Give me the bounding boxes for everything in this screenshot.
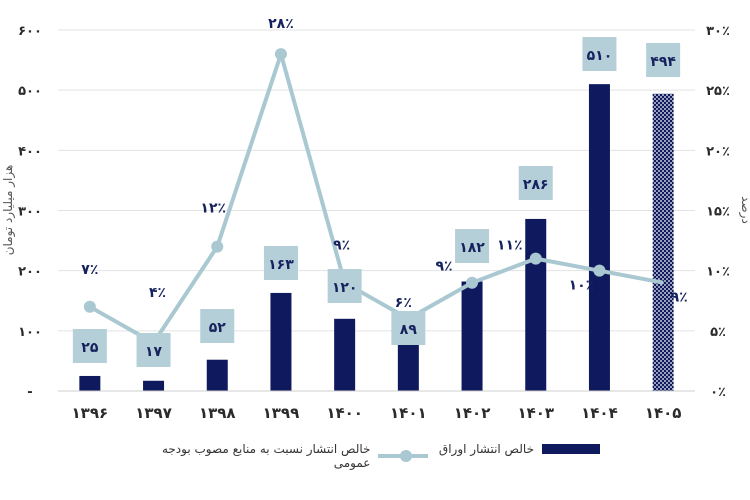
bar-label-box: [391, 311, 426, 345]
legend-label-line: خالص انتشار نسبت به منابع مصوب بودجه عمو…: [161, 442, 371, 470]
legend-line-swatch: [378, 450, 428, 462]
line-value-label: ۱۰٪: [569, 278, 595, 294]
x-tick-label: ۱۳۹۷: [135, 404, 172, 422]
left-tick-label: -: [27, 385, 32, 400]
right-tick-label: ۲۵٪: [706, 84, 730, 99]
bar-value-label: ۵۲: [209, 320, 227, 336]
line-value-label: ۱۲٪: [200, 201, 226, 217]
bar-value-label: ۱۲۰: [332, 280, 358, 296]
bar: [206, 359, 228, 391]
line-value-label: ۴٪: [149, 285, 166, 301]
x-tick-label: ۱۳۹۶: [72, 404, 109, 422]
x-tick-label: ۱۴۰۴: [581, 404, 618, 422]
line-point: [466, 276, 479, 289]
axes: - ۱۰۰ ۲۰۰ ۳۰۰ ۴۰۰ ۵۰۰ ۶۰۰ ۰٪ ۵٪ ۱۰٪ ۱۵٪ ۲۰٪ ۲۵٪ ۳۰٪ هز…: [1, 24, 750, 422]
bar-label-box: [455, 229, 490, 263]
x-tick-label: ۱۳۹۸: [199, 404, 236, 422]
legend: خالص انتشار اوراق خالص انتشار نسبت به من…: [150, 442, 600, 470]
line-value-label: ۱۱٪: [497, 238, 523, 254]
right-axis-title: درصد: [738, 196, 750, 224]
line-point: [83, 300, 96, 313]
bar-series: [79, 84, 674, 392]
x-tick-label: ۱۳۹۹: [263, 404, 300, 422]
bar: [525, 218, 547, 391]
bar-label-box: [518, 166, 553, 200]
bar-value-label: ۵۱۰: [587, 48, 613, 64]
x-tick-label: ۱۴۰۲: [454, 404, 491, 422]
left-axis-title: هزار میلیارد تومان: [1, 165, 16, 256]
legend-label-bars: خالص انتشار اوراق: [438, 442, 534, 456]
bar: [143, 380, 165, 391]
bar: [461, 281, 483, 391]
data-labels: ۲۵ ۱۷ ۵۲ ۱۶۳ ۱۲۰ ۸۹ ۱۸۲ ۲۸۶ ۵۱۰ ۴۹۴ ۷٪ ۴٪ ۱۲٪ ۲۸٪ ۹٪ ۶٪…: [72, 16, 688, 367]
bar-label-box: [200, 309, 235, 343]
bar-label-box: [646, 43, 681, 77]
left-tick-label: ۵۰۰: [18, 84, 42, 99]
bar: [397, 337, 419, 391]
bar: [652, 93, 674, 391]
bar-label-box: [582, 37, 617, 71]
bar-value-label: ۱۷: [145, 344, 163, 360]
bar-value-label: ۸۹: [400, 322, 418, 338]
x-tick-label: ۱۴۰۰: [326, 404, 363, 422]
right-tick-label: ۲۰٪: [706, 144, 730, 159]
series-line: [88, 52, 664, 345]
line-series: [83, 48, 664, 349]
bar-value-label: ۲۵: [81, 340, 99, 356]
right-tick-label: ۰٪: [710, 385, 726, 400]
line-point: [211, 240, 224, 253]
line-point: [529, 252, 542, 265]
bar-value-label: ۱۶۳: [268, 257, 294, 273]
bar: [588, 84, 610, 392]
right-tick-label: ۱۰٪: [706, 265, 730, 280]
line-value-label: ۹٪: [333, 238, 350, 254]
right-tick-label: ۳۰٪: [706, 24, 730, 39]
legend-item-bars: خالص انتشار اوراق: [439, 442, 600, 456]
line-point: [593, 264, 606, 277]
bar-value-label: ۲۸۶: [523, 177, 549, 193]
line-value-label: ۶٪: [395, 295, 412, 311]
right-tick-label: ۵٪: [710, 325, 726, 340]
left-tick-label: ۲۰۰: [18, 265, 42, 280]
x-tick-label: ۱۴۰۳: [517, 404, 554, 422]
legend-item-line: خالص انتشار نسبت به منابع مصوب بودجه عمو…: [150, 442, 428, 470]
line-value-label: ۲۸٪: [268, 16, 294, 32]
bar: [270, 292, 292, 391]
x-tick-label: ۱۴۰۵: [645, 404, 682, 422]
left-tick-label: ۴۰۰: [18, 144, 42, 159]
x-tick-label: ۱۴۰۱: [390, 404, 427, 422]
left-tick-label: ۳۰۰: [18, 205, 42, 220]
legend-bar-swatch: [542, 444, 600, 454]
bar: [334, 318, 356, 391]
gridlines: [58, 29, 695, 392]
bar-value-label: ۱۸۲: [459, 240, 485, 256]
bar: [79, 375, 101, 391]
bar-label-box: [327, 269, 362, 303]
bar-label-box: [72, 329, 107, 363]
bar-value-label: ۴۹۴: [650, 54, 676, 70]
right-tick-label: ۱۵٪: [706, 205, 730, 220]
bar-label-box: [136, 333, 171, 367]
line-value-label: ۹٪: [436, 259, 453, 275]
line-point: [274, 48, 287, 61]
left-tick-label: ۱۰۰: [18, 325, 42, 340]
line-value-label: ۷٪: [81, 262, 98, 278]
bar-label-box: [263, 246, 298, 280]
line-value-label: ۹٪: [671, 290, 688, 306]
left-tick-label: ۶۰۰: [18, 24, 42, 39]
